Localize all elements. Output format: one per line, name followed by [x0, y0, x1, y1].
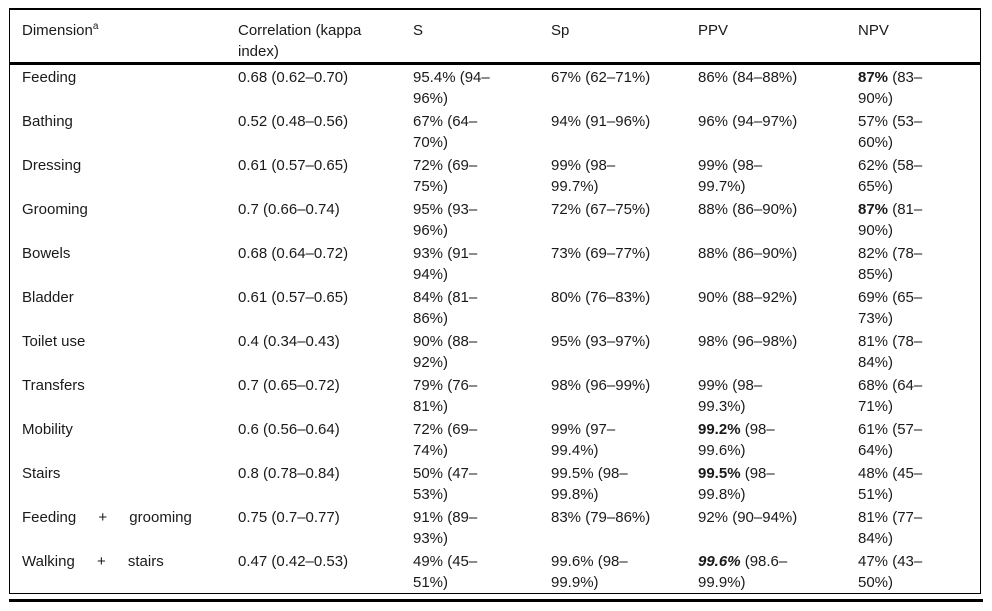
cell-correlation: 0.8 (0.78–0.84)	[238, 465, 340, 482]
table-row: Mobility 0.6 (0.56–0.64) 72% (69–74%) 99…	[10, 417, 980, 461]
cell-correlation: 0.68 (0.62–0.70)	[238, 69, 349, 86]
cell-ppv: 88% (86–90%)	[698, 201, 798, 218]
cell-sensitivity: 50% (47–53%)	[413, 465, 478, 503]
table-row: Bathing 0.52 (0.48–0.56) 67% (64–70%) 94…	[10, 109, 980, 153]
cell-ppv: 99.5% (98–99.8%)	[698, 465, 775, 503]
cell-ppv: 99.2% (98–99.6%)	[698, 421, 775, 459]
cell-sensitivity: 84% (81–86%)	[413, 289, 478, 327]
cell-ppv: 90% (88–92%)	[698, 289, 798, 306]
cell-correlation: 0.61 (0.57–0.65)	[238, 289, 349, 306]
cell-dimension: Grooming	[22, 201, 88, 218]
cell-dimension: Stairs	[22, 465, 61, 482]
cell-specificity: 99% (98–99.7%)	[551, 157, 616, 195]
table-row: Dressing 0.61 (0.57–0.65) 72% (69–75%) 9…	[10, 153, 980, 197]
cell-correlation: 0.52 (0.48–0.56)	[238, 113, 349, 130]
column-header-dimension: Dimensiona	[10, 10, 226, 65]
cell-specificity: 99% (97–99.4%)	[551, 421, 616, 459]
cell-ppv: 99.6% (98.6–99.9%)	[698, 553, 788, 591]
cell-ppv: 99% (98–99.3%)	[698, 377, 763, 415]
cell-npv: 82% (78–85%)	[858, 245, 923, 283]
cell-npv: 81% (78–84%)	[858, 333, 923, 371]
cell-sensitivity: 91% (89–93%)	[413, 509, 478, 547]
bottom-rule	[9, 599, 983, 602]
cell-specificity: 73% (69–77%)	[551, 245, 651, 262]
cell-specificity: 72% (67–75%)	[551, 201, 651, 218]
cell-dimension: Feeding + grooming	[22, 509, 192, 526]
cell-specificity: 80% (76–83%)	[551, 289, 651, 306]
cell-dimension: Feeding	[22, 69, 77, 86]
cell-npv: 87% (83–90%)	[858, 69, 923, 107]
cell-dimension: Walking + stairs	[22, 553, 164, 570]
cell-ppv: 92% (90–94%)	[698, 509, 798, 526]
table-row: Grooming 0.7 (0.66–0.74) 95% (93–96%) 72…	[10, 197, 980, 241]
cell-specificity: 98% (96–99%)	[551, 377, 651, 394]
cell-correlation: 0.61 (0.57–0.65)	[238, 157, 349, 174]
cell-dimension: Dressing	[22, 157, 82, 174]
cell-npv: 69% (65–73%)	[858, 289, 923, 327]
cell-dimension: Transfers	[22, 377, 85, 394]
column-header-correlation: Correlation (kappa index)	[226, 10, 401, 65]
cell-npv: 47% (43–50%)	[858, 553, 923, 591]
cell-dimension: Toilet use	[22, 333, 86, 350]
cell-npv: 48% (45–51%)	[858, 465, 923, 503]
column-header-specificity: Sp	[539, 10, 686, 65]
cell-sensitivity: 93% (91–94%)	[413, 245, 478, 283]
cell-npv: 81% (77–84%)	[858, 509, 923, 547]
cell-npv: 68% (64–71%)	[858, 377, 923, 415]
table-row: Bladder 0.61 (0.57–0.65) 84% (81–86%) 80…	[10, 285, 980, 329]
cell-sensitivity: 95.4% (94–96%)	[413, 69, 490, 107]
table-row: Bowels 0.68 (0.64–0.72) 93% (91–94%) 73%…	[10, 241, 980, 285]
cell-dimension: Bowels	[22, 245, 71, 262]
table-row: Feeding 0.68 (0.62–0.70) 95.4% (94–96%) …	[10, 64, 980, 110]
cell-ppv: 86% (84–88%)	[698, 69, 798, 86]
cell-specificity: 99.6% (98–99.9%)	[551, 553, 628, 591]
cell-dimension: Mobility	[22, 421, 73, 438]
diagnostic-accuracy-table: Dimensiona Correlation (kappa index) S S…	[10, 10, 980, 593]
cell-ppv: 99% (98–99.7%)	[698, 157, 763, 195]
cell-ppv: 96% (94–97%)	[698, 113, 798, 130]
cell-specificity: 94% (91–96%)	[551, 113, 651, 130]
cell-sensitivity: 67% (64–70%)	[413, 113, 478, 151]
cell-npv: 61% (57–64%)	[858, 421, 923, 459]
cell-specificity: 83% (79–86%)	[551, 509, 651, 526]
cell-sensitivity: 79% (76–81%)	[413, 377, 478, 415]
cell-correlation: 0.68 (0.64–0.72)	[238, 245, 349, 262]
cell-npv: 87% (81–90%)	[858, 201, 923, 239]
cell-specificity: 99.5% (98–99.8%)	[551, 465, 628, 503]
column-header-npv: NPV	[846, 10, 980, 65]
results-table: Dimensiona Correlation (kappa index) S S…	[9, 8, 981, 594]
cell-dimension: Bladder	[22, 289, 74, 306]
cell-specificity: 95% (93–97%)	[551, 333, 651, 350]
cell-sensitivity: 72% (69–74%)	[413, 421, 478, 459]
cell-correlation: 0.4 (0.34–0.43)	[238, 333, 340, 350]
footnote-marker: a	[92, 21, 99, 32]
cell-correlation: 0.75 (0.7–0.77)	[238, 509, 340, 526]
cell-sensitivity: 90% (88–92%)	[413, 333, 478, 371]
table-row: Feeding + grooming 0.75 (0.7–0.77) 91% (…	[10, 505, 980, 549]
cell-specificity: 67% (62–71%)	[551, 69, 651, 86]
cell-correlation: 0.6 (0.56–0.64)	[238, 421, 340, 438]
header-row: Dimensiona Correlation (kappa index) S S…	[10, 10, 980, 65]
cell-sensitivity: 95% (93–96%)	[413, 201, 478, 239]
cell-npv: 62% (58–65%)	[858, 157, 923, 195]
table-row: Stairs 0.8 (0.78–0.84) 50% (47–53%) 99.5…	[10, 461, 980, 505]
cell-dimension: Bathing	[22, 113, 73, 130]
cell-ppv: 98% (96–98%)	[698, 333, 798, 350]
column-header-ppv: PPV	[686, 10, 846, 65]
cell-npv: 57% (53–60%)	[858, 113, 923, 151]
cell-correlation: 0.7 (0.65–0.72)	[238, 377, 340, 394]
table-row: Transfers 0.7 (0.65–0.72) 79% (76–81%) 9…	[10, 373, 980, 417]
cell-correlation: 0.47 (0.42–0.53)	[238, 553, 349, 570]
cell-sensitivity: 49% (45–51%)	[413, 553, 478, 591]
column-header-dimension-label: Dimension	[22, 22, 93, 39]
cell-ppv: 88% (86–90%)	[698, 245, 798, 262]
table-row: Walking + stairs 0.47 (0.42–0.53) 49% (4…	[10, 549, 980, 593]
column-header-sensitivity: S	[401, 10, 539, 65]
cell-sensitivity: 72% (69–75%)	[413, 157, 478, 195]
table-row: Toilet use 0.4 (0.34–0.43) 90% (88–92%) …	[10, 329, 980, 373]
cell-correlation: 0.7 (0.66–0.74)	[238, 201, 340, 218]
